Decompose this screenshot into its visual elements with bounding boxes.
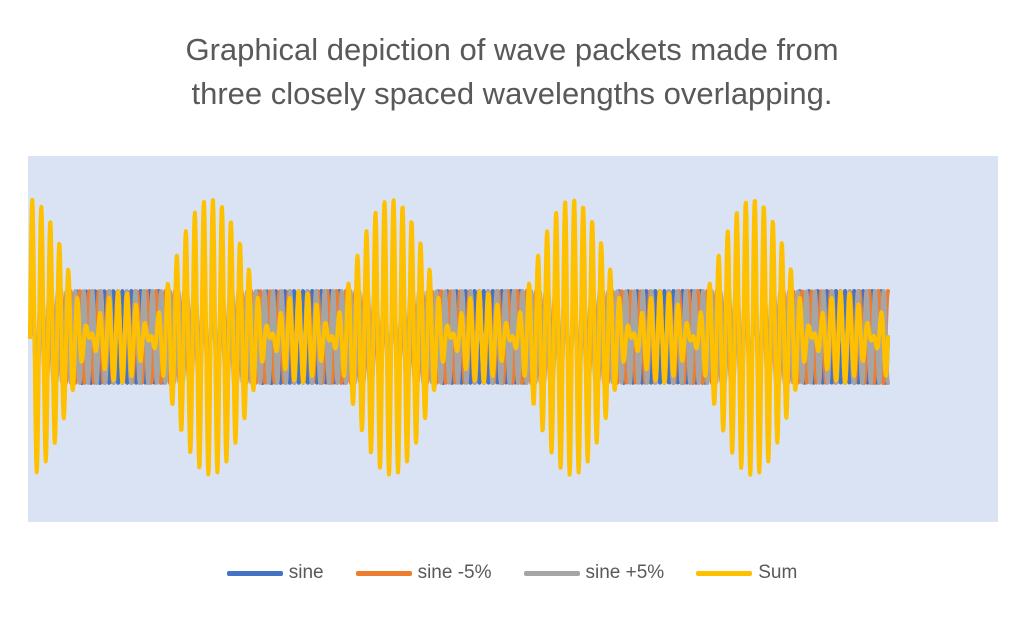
chart-title-line-2: three closely spaced wavelengths overlap… xyxy=(191,76,833,111)
legend-swatch-sine-minus-5 xyxy=(355,570,412,576)
legend-label-sine-minus-5: sine -5% xyxy=(417,562,492,583)
series-layer xyxy=(28,197,890,477)
chart-title: Graphical depiction of wave packets made… xyxy=(0,28,1024,116)
legend-label-sum: Sum xyxy=(758,562,798,583)
legend: sine sine -5% sine +5% Sum xyxy=(0,562,1024,584)
legend-item-sine-plus-5: sine +5% xyxy=(523,562,665,584)
legend-item-sine-minus-5: sine -5% xyxy=(355,562,492,584)
legend-swatch-sine xyxy=(226,570,283,576)
legend-swatch-sum xyxy=(696,570,753,576)
legend-label-sine-plus-5: sine +5% xyxy=(585,562,665,583)
legend-item-sum: Sum xyxy=(696,562,797,584)
legend-swatch-sine-plus-5 xyxy=(523,570,580,576)
legend-label-sine: sine xyxy=(288,562,324,583)
legend-item-sine: sine xyxy=(226,562,324,584)
chart-title-line-1: Graphical depiction of wave packets made… xyxy=(185,32,839,67)
series-sum-line xyxy=(28,197,890,477)
